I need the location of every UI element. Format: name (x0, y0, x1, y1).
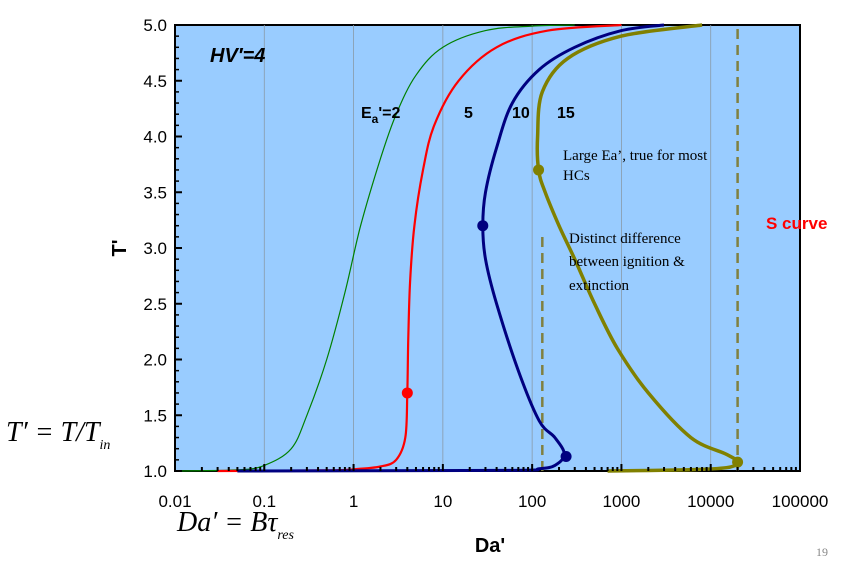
y-tick-label: 2.5 (143, 295, 167, 314)
x-axis-title: Da' (475, 535, 505, 557)
damkohler-formula: Da′ = Bτres (176, 507, 295, 543)
y-tick-label: 4.5 (143, 72, 167, 91)
y-tick-label: 1.5 (143, 406, 167, 425)
x-tick-label: 100000 (772, 492, 829, 511)
plot-area (174, 24, 801, 472)
slide-number: 19 (816, 545, 828, 559)
curve-point-marker (477, 220, 489, 232)
distinct-note-line2: between ignition & (569, 254, 685, 270)
y-tick-label: 3.0 (143, 239, 167, 258)
curve-label-5: 5 (464, 105, 473, 122)
markers (401, 164, 744, 468)
x-tick-label: 0.1 (252, 492, 276, 511)
curve-ea-5 (217, 23, 622, 473)
x-tick-label: 0.01 (158, 492, 191, 511)
s-curve-label: S curve (766, 214, 827, 233)
y-tick-label: 5.0 (143, 16, 167, 35)
x-tick-label: 100 (518, 492, 546, 511)
y-axis: 1.0 1.5 2.0 2.5 3.0 3.5 4.0 4.5 5.0 (143, 16, 182, 481)
curve-ea-2 (174, 24, 575, 472)
hv-label: HV′=4 (210, 45, 265, 67)
large-ea-note-line2: HCs (563, 168, 590, 184)
x-axis: 0.01 0.1 1 10 100 1000 10000 100000 (158, 464, 828, 511)
x-tick-label: 1 (349, 492, 358, 511)
x-tick-label: 1000 (603, 492, 641, 511)
distinct-note-line1: Distinct difference (569, 231, 681, 247)
curve-point-marker (533, 164, 545, 176)
large-ea-note-line1: Large Ea’, true for most (563, 148, 708, 164)
y-tick-label: 4.0 (143, 128, 167, 147)
y-tick-label: 3.5 (143, 183, 167, 202)
curve-label-10: 10 (512, 105, 530, 122)
x-tick-label: 10000 (687, 492, 734, 511)
y-axis-title: T' (109, 240, 131, 257)
curve-label-15: 15 (557, 105, 575, 122)
curve-point-marker (401, 387, 413, 399)
x-tick-label: 10 (433, 492, 452, 511)
curve-point-marker (732, 456, 744, 468)
y-tick-label: 2.0 (143, 351, 167, 370)
temperature-formula: T′ = T/Tin (6, 417, 110, 453)
distinct-note-line3: extinction (569, 278, 629, 294)
y-tick-label: 1.0 (143, 462, 167, 481)
curve-point-marker (560, 451, 572, 463)
curve-ea-10 (237, 23, 665, 473)
gridlines (263, 25, 712, 471)
dashed-reference-lines (541, 25, 739, 471)
ea-label: Ea'=2 (361, 105, 401, 126)
